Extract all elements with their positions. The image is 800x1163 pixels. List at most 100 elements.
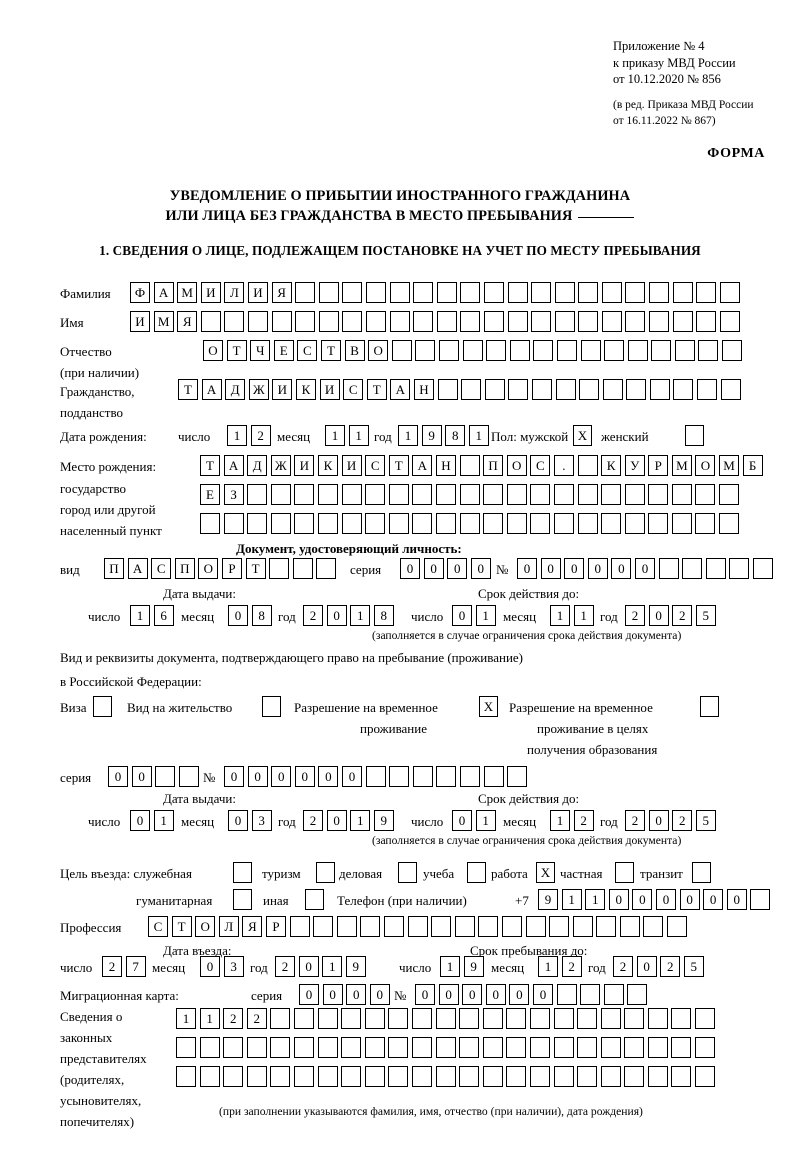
char-cell[interactable] [601,311,622,332]
char-cell[interactable] [176,1066,196,1087]
char-cell[interactable] [431,916,452,937]
char-cell[interactable] [553,484,574,505]
char-cell[interactable] [601,484,622,505]
char-cell[interactable]: Р [648,455,669,476]
char-cell[interactable]: 1 [475,810,496,831]
char-cell[interactable] [412,513,433,534]
char-cell[interactable]: 1 [227,425,247,446]
char-cell[interactable]: А [127,558,148,579]
char-cell[interactable] [483,766,504,787]
temp-residence-checkbox[interactable]: X [479,696,498,717]
char-cell[interactable]: 1 [468,425,489,446]
char-cell[interactable] [579,379,600,400]
purpose-tourism-checkbox[interactable] [316,862,335,883]
char-cell[interactable]: Л [218,916,239,937]
char-cell[interactable] [530,484,551,505]
char-cell[interactable]: 2 [250,425,271,446]
char-cell[interactable] [695,513,716,534]
char-cell[interactable] [365,766,386,787]
char-cell[interactable] [336,916,357,937]
char-cell[interactable] [695,484,716,505]
char-cell[interactable] [435,1037,456,1058]
char-cell[interactable] [317,513,338,534]
char-cell[interactable]: 0 [587,558,608,579]
char-cell[interactable]: Ч [250,340,271,361]
char-cell[interactable] [625,311,646,332]
char-cell[interactable] [411,1037,432,1058]
char-cell[interactable]: 0 [400,558,420,579]
char-cell[interactable]: О [695,455,716,476]
char-cell[interactable]: 9 [345,956,366,977]
char-cell[interactable] [506,484,527,505]
char-cell[interactable] [577,1008,598,1029]
char-cell[interactable] [553,1037,574,1058]
char-cell[interactable] [407,916,428,937]
char-cell[interactable]: 0 [271,766,292,787]
char-cell[interactable]: Т [320,340,341,361]
char-cell[interactable]: Ж [270,455,291,476]
char-cell[interactable]: А [223,455,244,476]
char-cell[interactable] [435,484,456,505]
char-cell[interactable]: 0 [200,956,220,977]
char-cell[interactable]: 0 [326,605,347,626]
char-cell[interactable] [364,1066,385,1087]
char-cell[interactable] [507,311,528,332]
char-cell[interactable] [647,1008,668,1029]
char-cell[interactable]: 0 [636,956,657,977]
char-cell[interactable] [671,484,692,505]
char-cell[interactable] [648,513,669,534]
char-cell[interactable] [674,340,695,361]
char-cell[interactable]: 0 [632,889,653,910]
char-cell[interactable]: М [719,455,740,476]
char-cell[interactable] [247,484,268,505]
char-cell[interactable]: О [368,340,389,361]
char-cell[interactable] [531,311,552,332]
char-cell[interactable]: Т [388,455,409,476]
char-cell[interactable]: 1 [573,605,594,626]
char-cell[interactable]: Р [221,558,242,579]
char-cell[interactable] [553,513,574,534]
char-cell[interactable]: 0 [415,984,435,1005]
char-cell[interactable]: 0 [369,984,390,1005]
char-cell[interactable]: 0 [318,766,339,787]
char-cell[interactable]: 1 [348,425,369,446]
char-cell[interactable] [600,1037,621,1058]
char-cell[interactable]: Я [177,311,198,332]
char-cell[interactable]: П [483,455,504,476]
char-cell[interactable] [720,379,741,400]
char-cell[interactable] [391,340,412,361]
char-cell[interactable]: Т [245,558,266,579]
char-cell[interactable] [365,484,386,505]
char-cell[interactable] [508,379,529,400]
char-cell[interactable]: 0 [462,984,483,1005]
char-cell[interactable] [342,282,363,303]
char-cell[interactable] [412,484,433,505]
char-cell[interactable] [269,558,290,579]
char-cell[interactable]: 0 [341,766,362,787]
char-cell[interactable]: 1 [153,810,174,831]
char-cell[interactable] [436,282,457,303]
char-cell[interactable]: Ж [248,379,269,400]
char-cell[interactable]: 1 [199,1008,220,1029]
char-cell[interactable] [600,1066,621,1087]
char-cell[interactable] [698,340,719,361]
char-cell[interactable]: И [247,282,268,303]
char-cell[interactable] [459,1008,480,1029]
char-cell[interactable] [651,340,672,361]
char-cell[interactable] [578,311,599,332]
char-cell[interactable] [412,766,433,787]
char-cell[interactable] [223,1037,244,1058]
char-cell[interactable]: К [295,379,316,400]
char-cell[interactable] [484,379,505,400]
char-cell[interactable]: П [104,558,124,579]
char-cell[interactable]: 0 [648,810,669,831]
